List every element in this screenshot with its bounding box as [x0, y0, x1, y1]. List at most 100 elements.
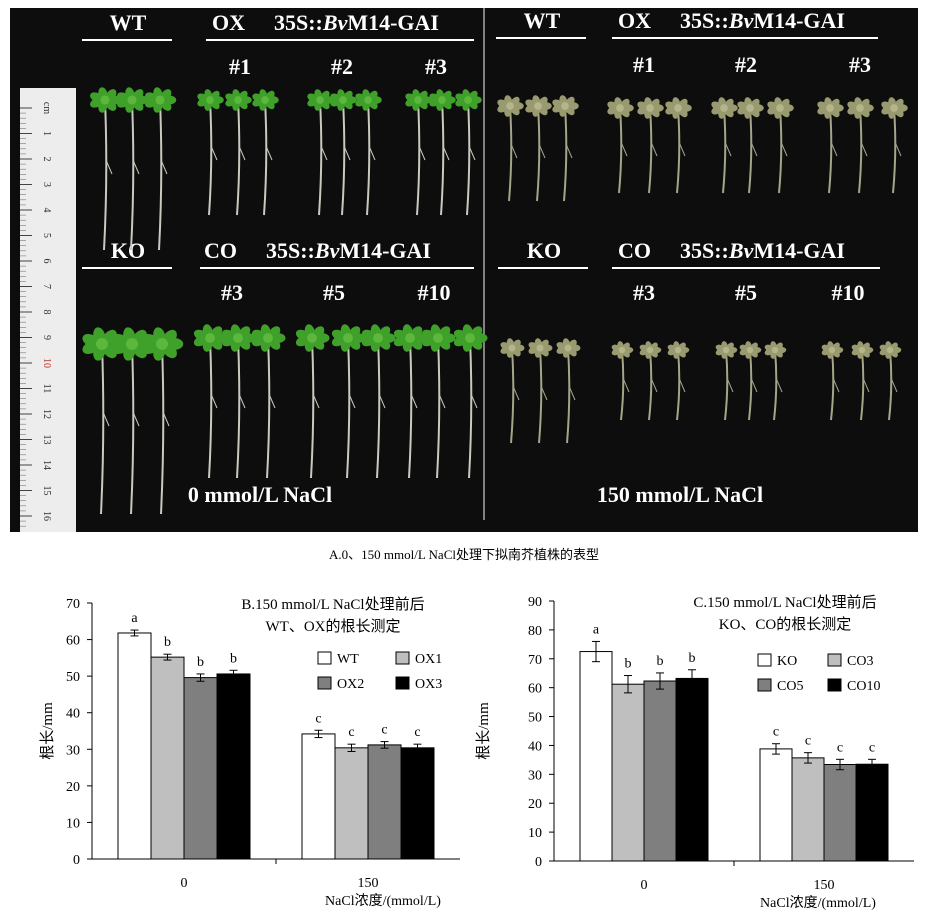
seedling	[552, 95, 579, 202]
bar-ox3-150	[400, 747, 435, 860]
seedling	[252, 89, 279, 216]
ruler-tick-label: 2	[41, 157, 52, 162]
seedling	[639, 341, 662, 421]
seedling	[453, 324, 488, 479]
bar-co10-150	[855, 763, 889, 862]
line-label-ox1-salt: #1	[633, 52, 655, 77]
bar-co5-0	[643, 680, 677, 862]
seedling	[117, 87, 149, 251]
x-axis-label: NaCl浓度/(mmol/L)	[760, 895, 876, 911]
right-panel-labels: WT OX 35S::BvM14-GAI #1 #2 #3 KO CO 35S:…	[496, 8, 880, 507]
legend-label: WT	[337, 652, 359, 667]
ruler-tick-label: 14	[41, 460, 52, 470]
seedling	[221, 324, 256, 479]
legend-label: CO10	[847, 679, 880, 694]
line-label-co5: #5	[323, 280, 345, 305]
bar-ox2-0	[183, 677, 218, 860]
x-category-label: 150	[814, 878, 835, 893]
y-tick-label: 0	[73, 853, 80, 868]
seedling	[82, 327, 124, 515]
condition-label-0: 0 mmol/L NaCl	[188, 482, 332, 507]
chart-title: C.150 mmol/L NaCl处理前后	[693, 594, 876, 611]
y-tick-label: 10	[66, 816, 80, 831]
left-panel-labels: WT OX 35S::BvM14-GAI #1 #2 #3 KO CO 35S:…	[82, 10, 474, 507]
line-label-ox2: #2	[331, 54, 353, 79]
line-label-co3: #3	[221, 280, 243, 305]
ruler-tick-label: 13	[41, 435, 52, 445]
legend-swatch	[827, 653, 842, 667]
ruler-tick-label: 9	[41, 335, 52, 340]
ruler-tick-label: cm	[41, 102, 52, 114]
legend-swatch	[317, 651, 332, 665]
legend-swatch	[757, 678, 772, 692]
legend-label: OX1	[415, 652, 442, 667]
y-tick-label: 30	[528, 768, 542, 783]
x-category-label: 0	[181, 876, 188, 891]
ruler-tick-label: 3	[41, 182, 52, 187]
bar-co5-150	[823, 764, 857, 862]
ruler-tick-label: 15	[41, 486, 52, 496]
seedling	[607, 97, 634, 194]
legend-swatch	[395, 676, 410, 690]
bar-ox1-150	[334, 747, 369, 860]
seedling	[197, 89, 224, 216]
seedling	[361, 324, 396, 479]
line-label-co5-salt: #5	[735, 280, 757, 305]
seedling	[764, 341, 787, 421]
seedling	[405, 89, 432, 216]
seedling	[528, 338, 553, 444]
seedling	[500, 338, 525, 444]
y-tick-label: 50	[528, 711, 542, 726]
seedling	[879, 341, 902, 421]
seedling	[637, 97, 664, 194]
label-ko-salt: KO	[527, 238, 561, 263]
chart-title: KO、CO的根长测定	[719, 616, 852, 633]
legend-label: OX3	[415, 677, 442, 692]
seedling	[355, 89, 382, 216]
legend-swatch	[317, 676, 332, 690]
bar-co3-150	[791, 757, 825, 862]
seedling	[225, 89, 252, 216]
y-tick-label: 20	[66, 780, 80, 795]
line-label-co3-salt: #3	[633, 280, 655, 305]
seedling	[665, 97, 692, 194]
seedling	[715, 341, 738, 421]
legend-label: OX2	[337, 677, 364, 692]
seedling	[251, 324, 286, 479]
line-label-ox2-salt: #2	[735, 52, 757, 77]
chart-c-ko-co: 0 10 20 30 40 50 60 70 80 90 根长/mm a b b b 0 c c c c 150 NaCl…	[475, 594, 914, 911]
ruler-tick-label: 10	[41, 358, 52, 368]
seedlings	[82, 87, 908, 515]
y-tick-label: 90	[528, 595, 542, 610]
ruler-tick-label: 16	[41, 511, 52, 521]
bar-ox1-0	[150, 656, 185, 860]
ruler-tick-label: 12	[41, 409, 52, 419]
seedling	[821, 341, 844, 421]
significance-letter: c	[414, 725, 420, 740]
legend-label: CO3	[847, 654, 873, 669]
significance-letter: c	[773, 725, 779, 740]
y-tick-label: 70	[528, 653, 542, 668]
x-axis-label: NaCl浓度/(mmol/L)	[325, 893, 441, 909]
legend-swatch	[757, 653, 772, 667]
significance-letter: c	[381, 723, 387, 738]
seedling	[611, 341, 634, 421]
seedling	[429, 89, 456, 216]
line-label-ox3-salt: #3	[849, 52, 871, 77]
significance-letter: a	[593, 622, 600, 637]
seedling	[112, 327, 154, 515]
seedling	[525, 95, 552, 202]
ruler-tick-label: 5	[41, 233, 52, 238]
y-tick-label: 40	[66, 707, 80, 722]
seedling	[331, 324, 366, 479]
chart-b-wt-ox: 0 10 20 30 40 50 60 70 根长/mm a b b b 0 c c c c 150 NaCl浓度/(…	[39, 596, 460, 909]
seedling	[847, 97, 874, 194]
seedling	[767, 97, 794, 194]
line-label-ox1: #1	[229, 54, 251, 79]
seedling	[145, 87, 177, 251]
y-axis-label: 根长/mm	[39, 702, 56, 760]
seedling	[142, 327, 184, 515]
significance-letter: b	[197, 655, 204, 670]
ruler-tick-label: 6	[41, 259, 52, 264]
label-co: CO	[204, 238, 237, 263]
